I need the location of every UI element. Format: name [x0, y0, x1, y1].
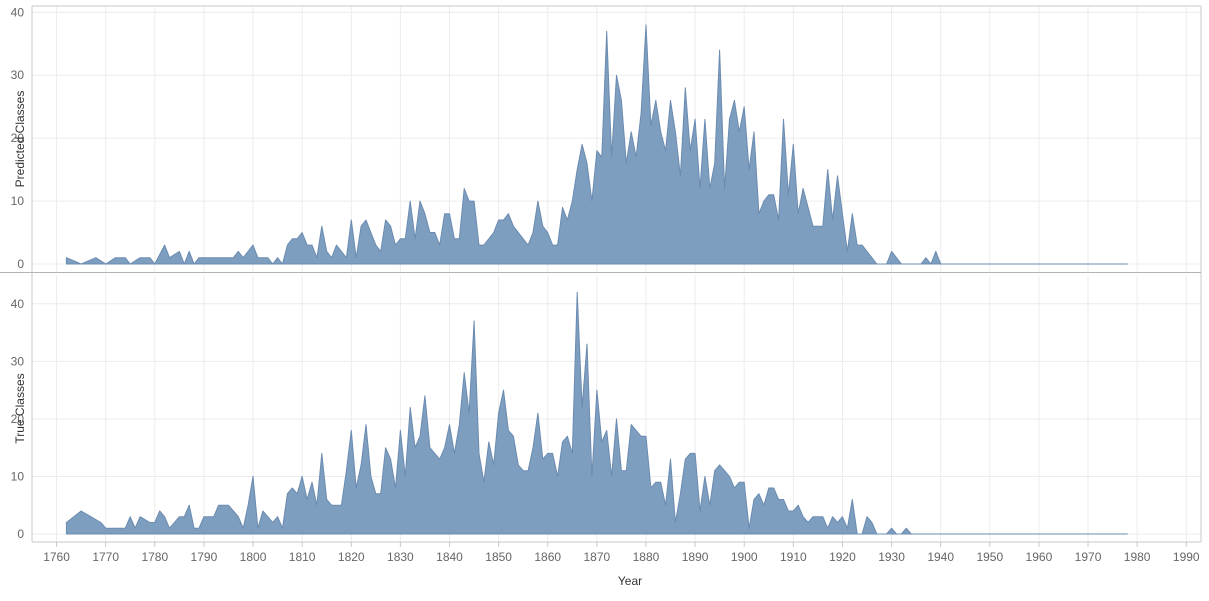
x-tick-label: 1880 [633, 550, 660, 564]
top-panel-y-ticks: 0 10 20 30 40 [11, 5, 25, 271]
x-tick-label: 1840 [436, 550, 463, 564]
x-tick-label: 1870 [584, 550, 611, 564]
x-tick-label: 1960 [1026, 550, 1053, 564]
x-tick-label: 1770 [92, 550, 119, 564]
x-tick-label: 1820 [338, 550, 365, 564]
y-tick-label: 40 [11, 297, 25, 311]
x-tick-label: 1760 [43, 550, 70, 564]
y-tick-label: 30 [11, 354, 25, 368]
x-axis-title: Year [618, 574, 642, 588]
predicted-classes-area [65, 24, 1128, 265]
top-panel: 0 10 20 30 40 Predicted Classes [11, 5, 1201, 272]
y-tick-label: 0 [17, 527, 24, 541]
x-tick-label: 1780 [141, 550, 168, 564]
y-tick-label: 20 [11, 131, 25, 145]
y-tick-label: 10 [11, 194, 25, 208]
x-tick-label: 1830 [387, 550, 414, 564]
x-tick-label: 1790 [191, 550, 218, 564]
x-tick-label: 1890 [682, 550, 709, 564]
x-tick-label: 1990 [1173, 550, 1200, 564]
x-tick-label: 1860 [534, 550, 561, 564]
x-tick-label: 1940 [927, 550, 954, 564]
bottom-panel: 0 10 20 30 40 True Classes [11, 275, 1201, 542]
x-tick-label: 1980 [1124, 550, 1151, 564]
x-axis: 1760 1770 1780 1790 1800 1810 1820 1830 1840 1850… [32, 541, 1201, 564]
x-tick-label: 1900 [731, 550, 758, 564]
x-tick-label: 1800 [240, 550, 267, 564]
x-tick-label: 1950 [976, 550, 1003, 564]
x-tick-label: 1920 [829, 550, 856, 564]
x-tick-label: 1910 [780, 550, 807, 564]
y-tick-label: 40 [11, 5, 25, 19]
x-tick-label: 1970 [1075, 550, 1102, 564]
x-tick-label: 1930 [878, 550, 905, 564]
bottom-panel-y-ticks: 0 10 20 30 40 [11, 297, 25, 541]
true-classes-area [65, 291, 1128, 535]
y-tick-label: 20 [11, 412, 25, 426]
y-tick-label: 30 [11, 68, 25, 82]
frames [0, 5, 1202, 542]
y-axis-title-true: True Classes [13, 373, 27, 443]
y-axis-title-predicted: Predicted Classes [13, 91, 27, 188]
x-tick-label: 1850 [485, 550, 512, 564]
bottom-panel-grid [32, 275, 1201, 542]
y-tick-label: 0 [17, 257, 24, 271]
y-tick-label: 10 [11, 469, 25, 483]
x-tick-label: 1810 [289, 550, 316, 564]
